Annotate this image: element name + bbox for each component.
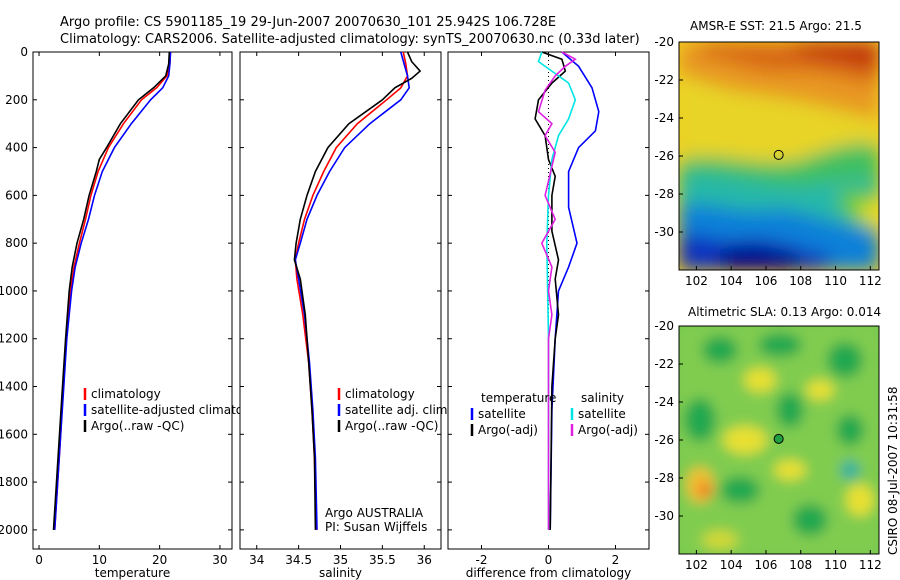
y-tick-label: 1200 (0, 332, 28, 346)
series-line (537, 51, 577, 530)
x-axis-label: temperature (95, 566, 170, 580)
y-tick-label: 200 (5, 93, 28, 107)
legend-label: satellite-adjusted climatology (91, 403, 269, 417)
y-tick-label: 1400 (0, 380, 28, 394)
legend: climatology satellite-adjusted climatolog… (83, 387, 269, 433)
annotation-text: PI: Susan Wijffels (325, 520, 427, 534)
y-tick-label: 1600 (0, 427, 28, 441)
panel-frame (239, 51, 442, 550)
x-tick-label: 35.5 (369, 553, 396, 567)
legend-label: Argo(..raw -QC) (91, 419, 184, 433)
y-tick-label: 1800 (0, 475, 28, 489)
series-line (52, 51, 171, 530)
y-tick-label: 800 (5, 236, 28, 250)
x-tick-label: 102 (685, 274, 708, 288)
x-tick-label: 10 (92, 553, 107, 567)
legend-label: satellite adj. clim. (345, 403, 451, 417)
title-line2: Climatology: CARS2006. Satellite-adjuste… (60, 32, 640, 47)
x-tick-label: 108 (789, 558, 812, 572)
legend-label: salinity (581, 391, 624, 405)
x-tick-label: 106 (755, 558, 778, 572)
legend-label: temperature (481, 391, 556, 405)
sst-map-title: AMSR-E SST: 21.5 Argo: 21.5 (690, 19, 862, 33)
series-line (293, 51, 422, 530)
legend-label: Argo(-adj) (478, 423, 538, 437)
y-tick-label: -24 (654, 395, 674, 409)
y-tick-label: -26 (654, 433, 674, 447)
x-tick-label: 30 (212, 553, 227, 567)
y-tick-label: -20 (654, 319, 674, 333)
y-tick-label: -22 (654, 73, 674, 87)
x-tick-label: 112 (859, 274, 882, 288)
x-tick-label: 0 (35, 553, 43, 567)
legend-label: climatology (91, 387, 161, 401)
y-tick-label: -24 (654, 111, 674, 125)
x-tick-label: 36 (417, 553, 432, 567)
sst-heatmap (679, 42, 879, 270)
sst-map: AMSR-E SST: 21.5 Argo: 21.5 102 104 106 108… (654, 19, 881, 288)
sla-map: Altimetric SLA: 0.13 Argo: 0.014 (654, 305, 881, 572)
x-tick-label: 0 (545, 553, 553, 567)
argo-location-marker (773, 149, 784, 160)
y-tick-label: -22 (654, 357, 674, 371)
x-tick-label: 108 (789, 274, 812, 288)
title-line1: Argo profile: CS 5901185_19 29-Jun-2007 … (60, 15, 556, 30)
legend-label: satellite (478, 407, 526, 421)
x-tick-label: 20 (152, 553, 167, 567)
y-tick-label: -20 (654, 35, 674, 49)
legend-label: satellite (578, 407, 626, 421)
y-tick-label: -30 (654, 509, 674, 523)
x-tick-label: 35 (333, 553, 348, 567)
x-tick-label: 102 (685, 558, 708, 572)
y-tick-label: 2000 (0, 523, 28, 537)
profile-panel-2: 34 34.5 35 35.5 36 salinity climatology satelli… (239, 51, 451, 580)
x-tick-label: 106 (755, 274, 778, 288)
y-tick-label: 0 (20, 45, 28, 59)
panel-frame (32, 51, 233, 550)
legend-label: Argo(..raw -QC) (345, 419, 438, 433)
x-tick-label: 104 (720, 558, 743, 572)
y-tick-label: 600 (5, 188, 28, 202)
x-tick-label: 34.5 (285, 553, 312, 567)
sla-map-axes: 102 104 106 108 110 112 -20 -22 -24 -26 -28 -30 (654, 319, 881, 572)
y-tick-label: 400 (5, 141, 28, 155)
x-tick-label: 110 (824, 558, 847, 572)
y-tick-label: -26 (654, 149, 674, 163)
annotation-text: Argo AUSTRALIA (325, 506, 424, 520)
argo-location-marker (773, 433, 784, 444)
legend: climatology satellite adj. clim. Argo(..ra… (337, 387, 451, 433)
y-tick-label: -30 (654, 225, 674, 239)
legend-label: Argo(-adj) (578, 423, 638, 437)
x-axis-label: difference from climatology (466, 566, 632, 580)
x-tick-label: 112 (859, 558, 882, 572)
sla-map-title: Altimetric SLA: 0.13 Argo: 0.014 (688, 305, 881, 319)
series-line (294, 51, 411, 530)
x-tick-label: 34 (249, 553, 264, 567)
x-axis-label: salinity (319, 566, 362, 580)
y-tick-label: -28 (654, 471, 674, 485)
series-line (537, 51, 577, 530)
y-tick-label: 1000 (0, 284, 28, 298)
legend: temperature satellite Argo(-adj) salinity sa… (470, 391, 638, 437)
profile-panels: 0 10 20 30020040060080010001200140016001800… (0, 45, 650, 580)
legend-label: climatology (345, 387, 415, 401)
sst-map-axes: 102 104 106 108 110 112 -20 -22 -24 -26 -28 -30 (654, 35, 881, 288)
x-tick-label: -2 (476, 553, 488, 567)
series-line (534, 51, 567, 530)
y-tick-label: -28 (654, 187, 674, 201)
timestamp-stamp: CSIRO 08-Jul-2007 10:31:58 (886, 387, 900, 555)
series-line (53, 51, 172, 530)
x-tick-label: 2 (612, 553, 620, 567)
x-tick-label: 104 (720, 274, 743, 288)
x-tick-label: 110 (824, 274, 847, 288)
profile-panel-1: 0 10 20 30 0 200 400 600 800 1000 1200 1400 1600 1800… (0, 45, 269, 580)
